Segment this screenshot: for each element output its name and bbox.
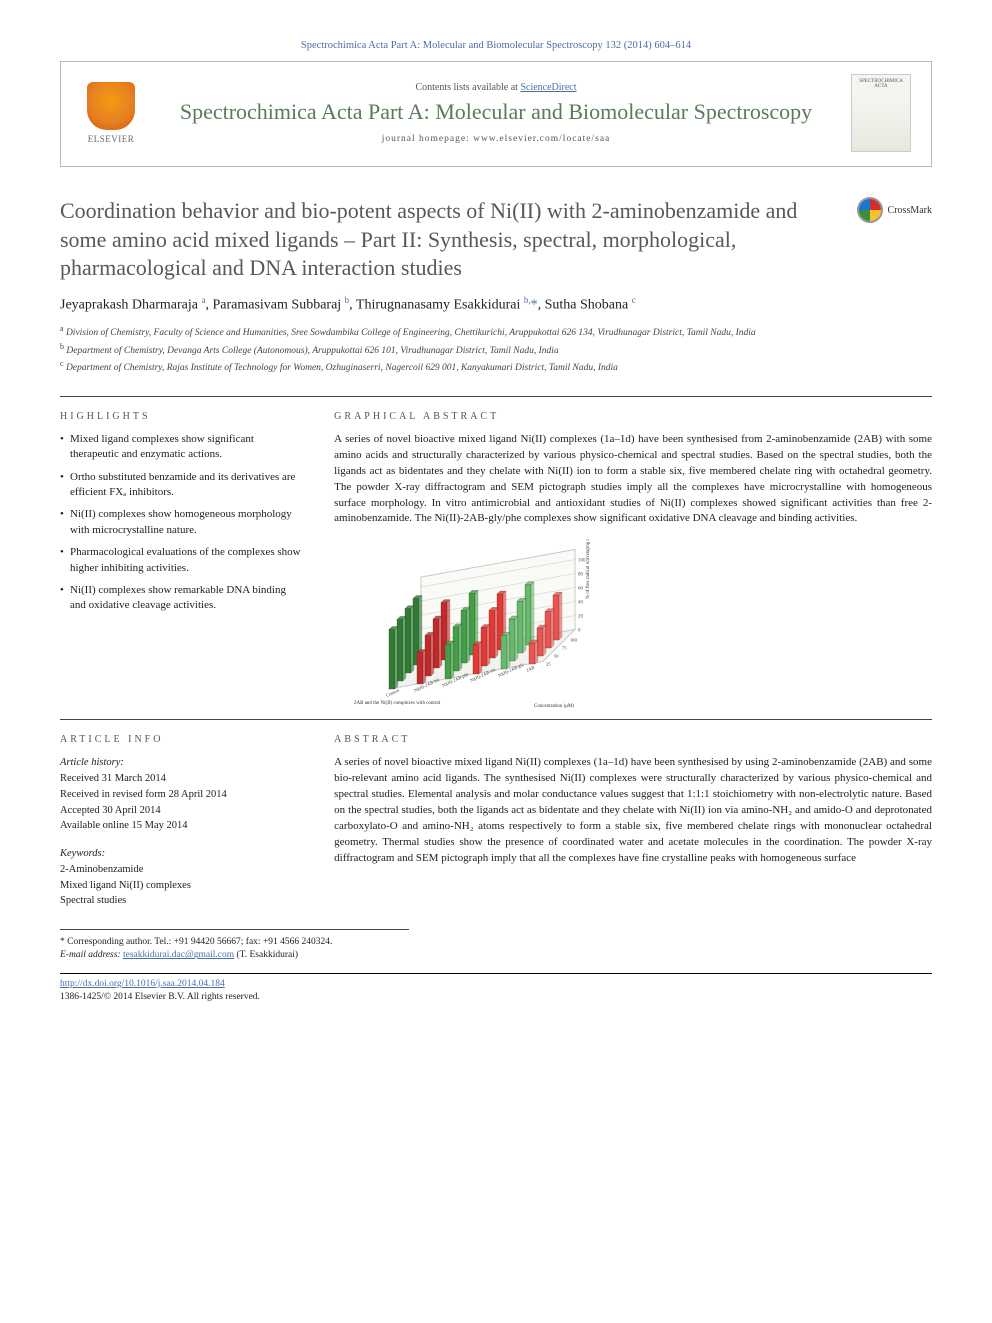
svg-text:60: 60 bbox=[578, 587, 584, 592]
crossmark-icon bbox=[857, 197, 883, 223]
svg-text:50: 50 bbox=[554, 654, 559, 659]
keyword-entry: 2-Aminobenzamide bbox=[60, 862, 304, 878]
svg-text:Control: Control bbox=[385, 688, 400, 699]
highlights-heading: HIGHLIGHTS bbox=[60, 411, 304, 422]
copyright-block: http://dx.doi.org/10.1016/j.saa.2014.04.… bbox=[60, 978, 932, 1005]
graphical-abstract-text: A series of novel bioactive mixed ligand… bbox=[334, 432, 932, 528]
article-title: Coordination behavior and bio-potent asp… bbox=[60, 197, 827, 283]
sciencedirect-link[interactable]: ScienceDirect bbox=[520, 82, 576, 93]
footnote-divider bbox=[60, 929, 409, 930]
keyword-entry: Mixed ligand Ni(II) complexes bbox=[60, 878, 304, 894]
history-entry: Received in revised form 28 April 2014 bbox=[60, 787, 304, 803]
crossmark-badge[interactable]: CrossMark bbox=[857, 197, 932, 223]
svg-text:0: 0 bbox=[578, 629, 581, 634]
highlight-item: Mixed ligand complexes show significant … bbox=[60, 432, 304, 463]
abstract-text: A series of novel bioactive mixed ligand… bbox=[334, 755, 932, 867]
svg-text:2AB: 2AB bbox=[525, 665, 535, 673]
graphical-abstract-heading: GRAPHICAL ABSTRACT bbox=[334, 411, 932, 422]
homepage-url[interactable]: www.elsevier.com/locate/saa bbox=[473, 134, 610, 144]
svg-text:75: 75 bbox=[562, 646, 567, 651]
elsevier-name: ELSEVIER bbox=[81, 134, 141, 144]
svg-text:25: 25 bbox=[546, 662, 551, 667]
section-divider bbox=[60, 719, 932, 720]
svg-text:40: 40 bbox=[578, 601, 584, 606]
highlight-item: Ni(II) complexes show homogeneous morpho… bbox=[60, 507, 304, 538]
elsevier-tree-icon bbox=[87, 82, 135, 130]
homepage-line: journal homepage: www.elsevier.com/locat… bbox=[156, 134, 836, 144]
journal-name: Spectrochimica Acta Part A: Molecular an… bbox=[156, 99, 836, 125]
svg-text:100: 100 bbox=[578, 559, 586, 564]
graphical-abstract-chart: 020406080100ControlNi(II)-2AB-hisNi(II)-… bbox=[334, 539, 594, 709]
journal-header-box: ELSEVIER Contents lists available at Sci… bbox=[60, 61, 932, 167]
section-divider bbox=[60, 396, 932, 397]
highlights-list: Mixed ligand complexes show significant … bbox=[60, 432, 304, 614]
highlight-item: Ortho substituted benzamide and its deri… bbox=[60, 470, 304, 501]
keyword-entry: Spectral studies bbox=[60, 893, 304, 909]
svg-text:20: 20 bbox=[578, 615, 584, 620]
svg-text:80: 80 bbox=[578, 573, 584, 578]
copyright-divider bbox=[60, 973, 932, 974]
doi-link[interactable]: http://dx.doi.org/10.1016/j.saa.2014.04.… bbox=[60, 979, 225, 989]
copyright-line: 1386-1425/© 2014 Elsevier B.V. All right… bbox=[60, 991, 932, 1004]
footnotes-block: * Corresponding author. Tel.: +91 94420 … bbox=[60, 936, 932, 963]
keywords-label: Keywords: bbox=[60, 846, 304, 862]
highlight-item: Pharmacological evaluations of the compl… bbox=[60, 545, 304, 576]
elsevier-logo: ELSEVIER bbox=[81, 82, 141, 144]
affiliations-block: a Division of Chemistry, Faculty of Scie… bbox=[60, 323, 932, 375]
svg-text:% of free radical scavenging a: % of free radical scavenging activity (%… bbox=[586, 539, 591, 599]
svg-text:2AB and the Ni(II) complexes w: 2AB and the Ni(II) complexes with contro… bbox=[354, 701, 441, 706]
history-entry: Available online 15 May 2014 bbox=[60, 818, 304, 834]
article-info-block: Article history: Received 31 March 2014R… bbox=[60, 755, 304, 909]
highlight-item: Ni(II) complexes show remarkable DNA bin… bbox=[60, 583, 304, 614]
history-entry: Received 31 March 2014 bbox=[60, 771, 304, 787]
history-label: Article history: bbox=[60, 755, 304, 771]
svg-text:Concentration (μM): Concentration (μM) bbox=[534, 704, 574, 709]
corresponding-author-note: * Corresponding author. Tel.: +91 94420 … bbox=[60, 936, 932, 949]
crossmark-label: CrossMark bbox=[888, 205, 932, 216]
header-citation: Spectrochimica Acta Part A: Molecular an… bbox=[60, 40, 932, 51]
contents-available-line: Contents lists available at ScienceDirec… bbox=[156, 82, 836, 93]
email-person: (T. Esakkidurai) bbox=[236, 950, 298, 960]
svg-text:100: 100 bbox=[570, 638, 578, 643]
history-entry: Accepted 30 April 2014 bbox=[60, 803, 304, 819]
journal-cover-thumb: SPECTROCHIMICA ACTA bbox=[851, 74, 911, 152]
author-email-link[interactable]: tesakkidurai.dac@gmail.com bbox=[123, 950, 234, 960]
email-label: E-mail address: bbox=[60, 950, 121, 960]
abstract-heading: ABSTRACT bbox=[334, 734, 932, 745]
authors-line: Jeyaprakash Dharmaraja a, Paramasivam Su… bbox=[60, 295, 932, 314]
article-info-heading: ARTICLE INFO bbox=[60, 734, 304, 745]
